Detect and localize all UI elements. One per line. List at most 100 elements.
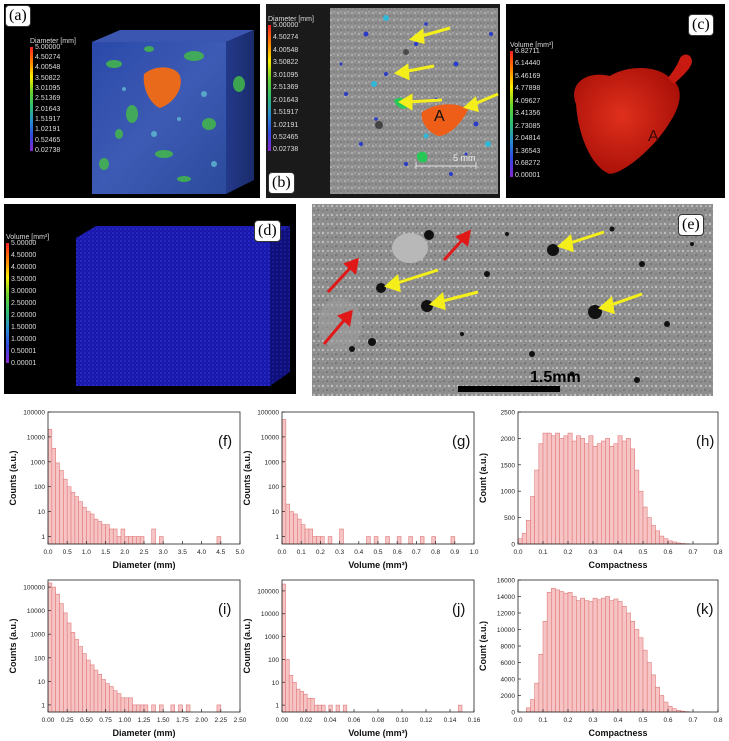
histogram-bar [521,533,527,545]
x-tick-label: 2.0 [120,549,129,556]
y-tick-label: 100000 [23,585,45,592]
histogram-bar [74,496,80,545]
colorbar-title: Volume [mm³] [510,42,554,49]
ct-slice-microscopy [312,204,713,396]
histogram-bar [86,511,91,545]
scale-bar-label: 5 mm [453,153,476,163]
colorbar-tick: 5.00000 [35,44,61,51]
histogram-bar [132,704,137,713]
histogram-bar [303,693,308,713]
x-tick-label: 0.3 [588,717,597,724]
histogram-bar [101,524,106,545]
histogram-bar [366,536,371,545]
y-axis-label: Count (a.u.) [478,621,488,671]
histogram-bar [296,688,301,713]
histogram-bar [663,701,669,713]
histogram-bar [312,536,317,545]
histogram-bar [216,704,222,713]
histogram-bar [526,519,531,545]
x-tick-label: 0.3 [335,549,344,556]
colorbar-tick: 1.02191 [35,126,61,133]
histogram-bar [82,506,87,545]
histogram-bar [300,524,306,545]
x-tick-label: 0.1 [538,717,547,724]
y-tick-label: 2000 [501,436,516,443]
histogram-bar [642,649,648,713]
histogram-bar [314,704,319,713]
histogram-bar [136,704,141,713]
x-tick-label: 1.0 [469,549,478,556]
y-tick-label: 10 [38,509,46,516]
colorbar-tick: 2.00000 [11,312,37,319]
x-tick-label: 2.5 [139,549,148,556]
histogram-bar [617,601,623,713]
histogram-bar [596,443,602,545]
histogram-bar [551,435,556,545]
histogram-bar [70,632,76,713]
histogram-bar [116,693,122,713]
x-tick-label: 0.5 [373,549,382,556]
histogram-bar [634,629,640,713]
y-tick-label: 1500 [501,462,516,469]
colorbar-tick: 5.46169 [515,73,541,80]
histogram-bar [143,704,149,713]
colorbar-tick: 3.50000 [11,276,37,283]
colorbar-tick: 1.36543 [515,148,541,155]
x-tick-label: 1.50 [157,717,170,724]
histogram-bar [671,708,677,713]
histogram-bar [626,438,631,545]
y-tick-label: 6000 [501,660,516,667]
x-tick-label: 0.16 [468,717,481,724]
histogram-bar [592,597,598,713]
x-tick-label: 5.0 [235,549,244,556]
histogram-bar [285,659,290,713]
panel-a: (a) Diameter [mm] 5.00000 4.50274 4.0054… [4,4,260,198]
colorbar-tick: 1.51917 [35,116,61,123]
panel-tag: (c) [688,14,714,36]
x-tick-label: 1.00 [118,717,131,724]
panel-tag: (i) [218,601,231,618]
colorbar-tick: 4.09627 [515,98,541,105]
x-tick-label: 0.6 [663,717,672,724]
x-tick-label: 0.8 [431,549,440,556]
histogram-bar [596,599,602,713]
histogram-bar [124,697,129,713]
colorbar: Volume [mm³] 5.00000 4.50000 4.00000 3.5… [6,234,50,367]
histogram-bar [128,697,133,713]
histogram-bar [304,528,310,545]
y-tick-label: 100000 [257,410,279,417]
x-tick-label: 0.00 [276,717,289,724]
x-tick-label: 0.4 [613,549,622,556]
histogram-bar [576,435,581,545]
colorbar-tick: 2.01643 [35,106,61,113]
colorbar-gradient [268,25,271,151]
colorbar-tick: 3.50822 [35,75,61,82]
colorbar: Diameter [mm] 5.00000 4.50274 4.00548 3.… [30,38,76,154]
x-tick-label: 0.1 [297,549,306,556]
x-tick-label: 0.0 [43,549,52,556]
x-axis-label: Compactness [588,560,647,570]
histogram-bar [663,538,669,545]
histogram-bar [458,704,463,713]
histogram-bar [159,536,164,545]
colorbar-title: Volume [mm³] [6,234,50,241]
histogram-bar [89,513,95,545]
histogram-bar [70,491,76,545]
y-tick-label: 10 [272,680,280,687]
y-tick-label: 0 [511,542,515,549]
x-axis-label: Volume (mm³) [348,560,407,570]
histogram-bar [580,597,585,713]
histogram-bar [667,705,673,713]
x-tick-label: 0.0 [513,549,522,556]
histogram-bar [159,704,164,713]
colorbar-title: Diameter [mm] [30,38,76,45]
x-tick-label: 0.06 [348,717,361,724]
panel-tag: (e) [678,214,704,236]
histogram-bar [51,447,56,545]
colorbar-tick: 0.02738 [273,146,299,153]
histogram-bar [517,538,523,545]
chart-i: 0.00 0.25 0.50 0.75 1.00 1.25 1.50 1.75 2.00 2.25… [8,579,247,738]
colorbar-tick: 4.00548 [273,47,299,54]
x-tick-label: 0.2 [563,717,572,724]
histogram-bar [555,589,560,713]
